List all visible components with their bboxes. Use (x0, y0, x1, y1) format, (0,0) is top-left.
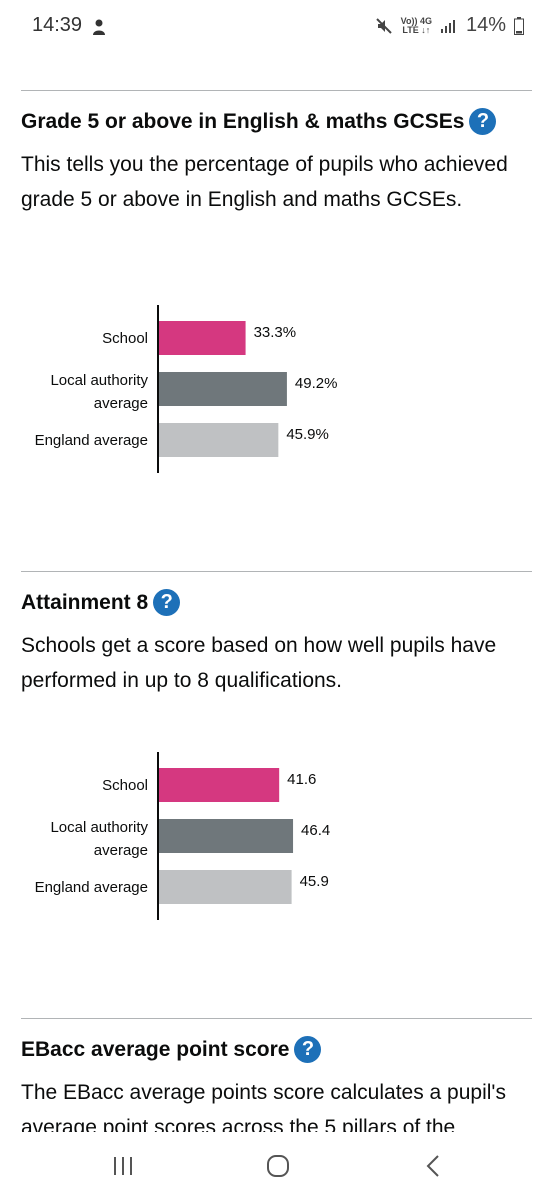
bar-category-label-line: average (94, 842, 148, 859)
home-button[interactable] (248, 1150, 308, 1182)
bar-local-authority-average (159, 819, 294, 853)
grade5-chart-svg: 33.3% School 49.2% Local authority average 45… (35, 305, 338, 473)
bar-local-authority-average (159, 372, 287, 406)
network-indicator: Vo)) 4G LTE ↓↑ (400, 15, 432, 35)
bar-value-label: 45.9 (300, 873, 329, 890)
section-title-grade5: Grade 5 or above in English & maths GCSE… (21, 108, 497, 135)
bar-category-label: England average (35, 879, 148, 896)
status-time: 14:39 (32, 14, 83, 36)
question-circle-icon[interactable]: ? (153, 589, 181, 616)
section-title-text: EBacc average point score (21, 1037, 290, 1061)
recent-apps-icon (114, 1157, 132, 1175)
bar-england-average (159, 423, 279, 457)
network-top-text: Vo)) 4G (400, 15, 432, 26)
grade5-bar-chart: 33.3% School 49.2% Local authority average 45… (0, 305, 554, 480)
attainment8-chart-svg: 41.6 School 46.4 Local authority average 45.9… (35, 752, 330, 920)
recent-apps-button[interactable] (93, 1150, 153, 1182)
bar-category-label: School (102, 330, 148, 347)
question-circle-icon[interactable]: ? (469, 108, 497, 135)
bar-england-average (159, 870, 292, 904)
battery-percent: 14% (465, 14, 506, 36)
person-icon (93, 19, 105, 35)
section-divider (21, 90, 532, 91)
back-button[interactable] (403, 1150, 463, 1182)
bar-value-label: 49.2% (295, 375, 338, 392)
home-icon (267, 1155, 289, 1177)
bar-value-label: 41.6 (287, 771, 316, 788)
section-divider (21, 571, 532, 572)
bar-category-label-line: Local authority (50, 819, 148, 836)
bar-category-label-line: Local authority (50, 372, 148, 389)
section-title-text: Grade 5 or above in English & maths GCSE… (21, 109, 465, 133)
mute-icon (375, 17, 392, 34)
back-icon (426, 1155, 439, 1177)
bar-value-label: 46.4 (301, 822, 330, 839)
network-bottom-text: LTE ↓↑ (402, 24, 431, 35)
signal-icon (440, 19, 455, 33)
bar-category-label: Local authority average (50, 819, 148, 859)
section-description: Schools get a score based on how well pu… (21, 634, 497, 692)
section-title-text: Attainment 8 (21, 590, 149, 614)
question-circle-icon[interactable]: ? (294, 1036, 322, 1063)
attainment8-bar-chart: 41.6 School 46.4 Local authority average 45.9… (0, 752, 554, 927)
bar-school (159, 321, 246, 355)
section-title-attainment8: Attainment 8 ? (21, 589, 181, 616)
bar-category-label: School (102, 777, 148, 794)
bar-category-label-line: average (94, 395, 148, 412)
battery-icon (514, 16, 524, 35)
system-nav-bar (0, 1132, 554, 1200)
bar-category-label: Local authority average (50, 372, 148, 412)
status-bar: 14:39 Vo)) 4G LTE ↓↑ 14% (0, 0, 554, 56)
bar-school (159, 768, 280, 802)
section-divider (21, 1018, 532, 1019)
section-description: This tells you the percentage of pupils … (21, 153, 508, 211)
section-title-ebacc: EBacc average point score ? (21, 1036, 322, 1063)
bar-category-label: England average (35, 432, 148, 449)
bar-value-label: 45.9% (286, 426, 329, 443)
bar-value-label: 33.3% (254, 324, 297, 341)
